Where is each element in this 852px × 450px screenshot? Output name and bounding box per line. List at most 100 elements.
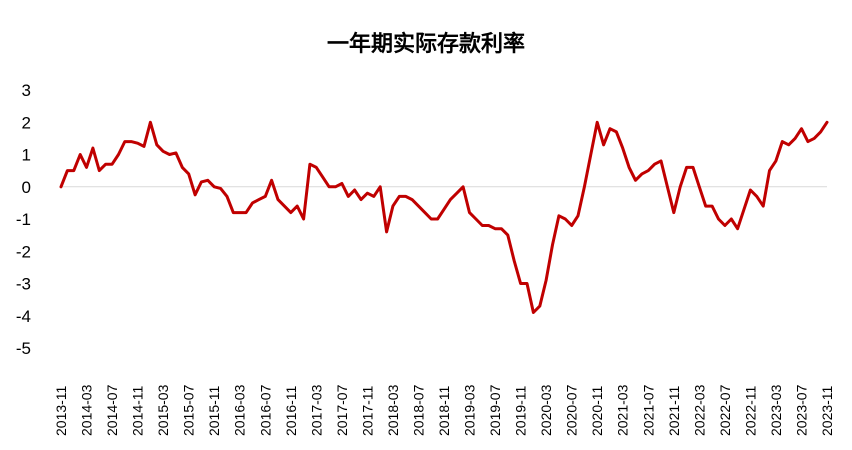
data-point: [334, 185, 338, 189]
data-point: [404, 194, 408, 198]
data-point: [180, 165, 184, 169]
x-tick-label: 2020-07: [564, 384, 580, 436]
x-tick-label: 2015-03: [155, 384, 171, 436]
data-point: [672, 211, 676, 215]
data-point: [774, 159, 778, 163]
data-point: [327, 185, 331, 189]
data-point: [793, 136, 797, 140]
data-point: [410, 198, 414, 202]
data-point: [570, 224, 574, 228]
x-tick-label: 2017-07: [334, 384, 350, 436]
x-tick-label: 2023-11: [819, 385, 835, 436]
data-point: [251, 201, 255, 205]
data-point: [621, 146, 625, 150]
data-point: [219, 186, 223, 190]
data-point: [531, 311, 535, 315]
data-point: [263, 194, 267, 198]
x-tick-label: 2022-11: [742, 385, 758, 436]
data-point: [85, 165, 89, 169]
x-tick-label: 2019-11: [513, 385, 529, 436]
y-tick-label: -3: [16, 275, 31, 294]
data-point: [442, 207, 446, 211]
x-tick-label: 2022-07: [717, 384, 733, 436]
data-point: [787, 143, 791, 147]
data-point: [755, 194, 759, 198]
x-tick-label: 2018-03: [385, 384, 401, 436]
data-point: [91, 146, 95, 150]
data-point: [538, 304, 542, 308]
x-tick-label: 2021-11: [666, 385, 682, 436]
y-tick-label: -4: [16, 307, 31, 326]
data-point: [295, 204, 299, 208]
data-point: [480, 224, 484, 228]
data-point: [270, 178, 274, 182]
data-point: [174, 151, 178, 155]
data-point: [525, 282, 529, 286]
data-point: [748, 188, 752, 192]
data-point: [582, 185, 586, 189]
data-point: [614, 130, 618, 134]
data-point: [761, 204, 765, 208]
data-point: [576, 214, 580, 218]
data-point: [365, 191, 369, 195]
data-point: [187, 172, 191, 176]
data-point: [659, 159, 663, 163]
data-point: [544, 278, 548, 282]
data-point: [385, 230, 389, 234]
data-point: [819, 130, 823, 134]
data-point: [717, 217, 721, 221]
y-tick-label: 2: [22, 113, 31, 132]
data-point: [97, 169, 101, 173]
data-point: [499, 227, 503, 231]
data-point: [136, 141, 140, 145]
x-tick-label: 2018-07: [410, 384, 426, 436]
data-point: [736, 227, 740, 231]
data-point: [455, 191, 459, 195]
x-tick-label: 2014-03: [79, 384, 95, 436]
data-point: [780, 140, 784, 144]
data-point: [710, 204, 714, 208]
data-point: [800, 127, 804, 131]
data-point: [551, 243, 555, 247]
data-point: [557, 214, 561, 218]
x-tick-label: 2019-07: [487, 384, 503, 436]
y-tick-label: 3: [22, 81, 31, 100]
data-point: [161, 149, 165, 153]
data-point: [468, 211, 472, 215]
data-point: [397, 194, 401, 198]
data-point: [378, 185, 382, 189]
x-tick-label: 2020-11: [589, 385, 605, 436]
data-point: [589, 153, 593, 157]
data-point: [448, 198, 452, 202]
data-point: [206, 178, 210, 182]
x-tick-label: 2022-03: [691, 384, 707, 436]
x-tick-label: 2021-07: [640, 384, 656, 436]
data-point: [653, 162, 657, 166]
data-point: [238, 211, 242, 215]
data-point: [155, 143, 159, 147]
data-point: [512, 259, 516, 263]
data-point: [723, 224, 727, 228]
data-point: [678, 185, 682, 189]
y-tick-label: -5: [16, 339, 31, 358]
data-point: [474, 217, 478, 221]
data-point: [359, 198, 363, 202]
data-point: [148, 120, 152, 124]
data-point: [123, 140, 127, 144]
data-point: [257, 198, 261, 202]
data-point: [697, 185, 701, 189]
x-tick-label: 2016-07: [257, 384, 273, 436]
data-point: [493, 227, 497, 231]
x-tick-label: 2016-03: [232, 384, 248, 436]
data-point: [704, 204, 708, 208]
data-point: [627, 165, 631, 169]
data-point: [372, 194, 376, 198]
data-point: [314, 165, 318, 169]
data-point: [608, 127, 612, 131]
data-point: [308, 162, 312, 166]
x-tick-label: 2018-11: [436, 385, 452, 436]
y-tick-label: -2: [16, 242, 31, 261]
data-point: [302, 217, 306, 221]
x-tick-label: 2013-11: [53, 385, 69, 436]
